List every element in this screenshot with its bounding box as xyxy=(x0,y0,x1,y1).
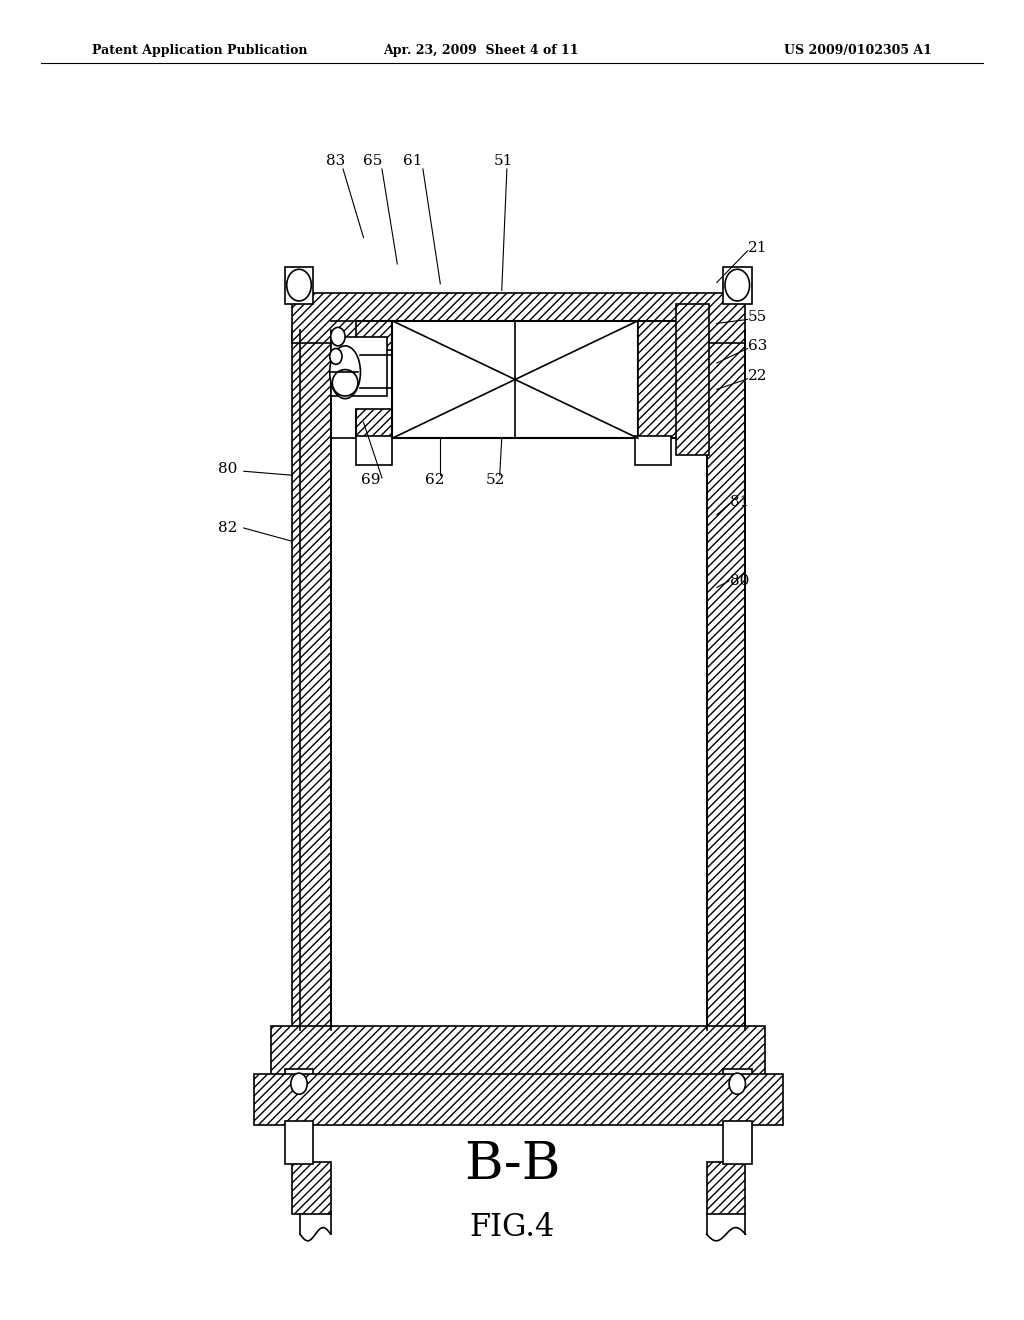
Text: 82: 82 xyxy=(218,521,237,535)
Circle shape xyxy=(729,1073,745,1094)
Text: Apr. 23, 2009  Sheet 4 of 11: Apr. 23, 2009 Sheet 4 of 11 xyxy=(384,44,579,57)
Text: 52: 52 xyxy=(486,474,505,487)
Text: 61: 61 xyxy=(402,154,423,168)
Text: 80: 80 xyxy=(730,574,749,587)
Ellipse shape xyxy=(330,346,360,399)
Bar xyxy=(638,321,681,438)
Text: 83: 83 xyxy=(327,154,345,168)
Bar xyxy=(285,267,313,304)
Bar xyxy=(356,436,392,465)
Circle shape xyxy=(331,327,345,346)
Bar xyxy=(723,1069,752,1098)
Text: 22: 22 xyxy=(748,370,768,383)
Text: 62: 62 xyxy=(425,474,445,487)
Text: 55: 55 xyxy=(749,310,767,323)
Bar xyxy=(292,1162,331,1214)
Bar xyxy=(356,321,679,350)
Bar xyxy=(392,321,638,438)
Circle shape xyxy=(287,269,311,301)
Text: 69: 69 xyxy=(360,474,381,487)
Bar xyxy=(356,409,679,438)
Bar xyxy=(271,1026,765,1076)
Text: FIG.4: FIG.4 xyxy=(469,1212,555,1243)
Text: 81: 81 xyxy=(730,495,749,508)
Text: Patent Application Publication: Patent Application Publication xyxy=(92,44,307,57)
Text: 80: 80 xyxy=(218,462,237,475)
Circle shape xyxy=(725,269,750,301)
Bar xyxy=(707,330,745,1030)
Text: 63: 63 xyxy=(749,339,767,352)
Text: 65: 65 xyxy=(364,154,382,168)
Bar xyxy=(285,1121,313,1164)
Bar xyxy=(723,1121,752,1164)
Bar xyxy=(707,1162,745,1214)
Bar xyxy=(254,1074,783,1125)
Text: US 2009/0102305 A1: US 2009/0102305 A1 xyxy=(784,44,932,57)
Text: B-B: B-B xyxy=(464,1139,560,1189)
Bar xyxy=(676,304,709,455)
Bar xyxy=(292,330,331,1030)
Text: 21: 21 xyxy=(748,242,768,255)
Bar xyxy=(723,267,752,304)
Bar xyxy=(635,436,671,465)
Bar xyxy=(285,1069,313,1098)
Bar xyxy=(331,337,387,396)
Bar xyxy=(292,293,745,343)
Circle shape xyxy=(330,348,342,364)
Circle shape xyxy=(291,1073,307,1094)
Text: 51: 51 xyxy=(495,154,513,168)
